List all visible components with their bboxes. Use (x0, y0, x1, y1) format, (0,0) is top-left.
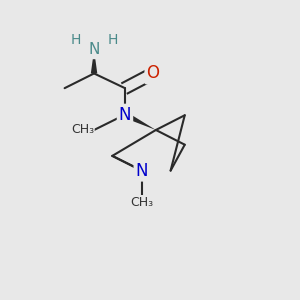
Text: H: H (70, 33, 81, 46)
Text: N: N (119, 106, 131, 124)
Polygon shape (124, 112, 156, 130)
Text: N: N (88, 42, 100, 57)
Text: O: O (146, 64, 159, 82)
Polygon shape (91, 50, 97, 74)
Text: CH₃: CH₃ (130, 196, 153, 208)
Text: CH₃: CH₃ (71, 124, 94, 136)
Text: N: N (136, 162, 148, 180)
Text: H: H (107, 33, 118, 46)
